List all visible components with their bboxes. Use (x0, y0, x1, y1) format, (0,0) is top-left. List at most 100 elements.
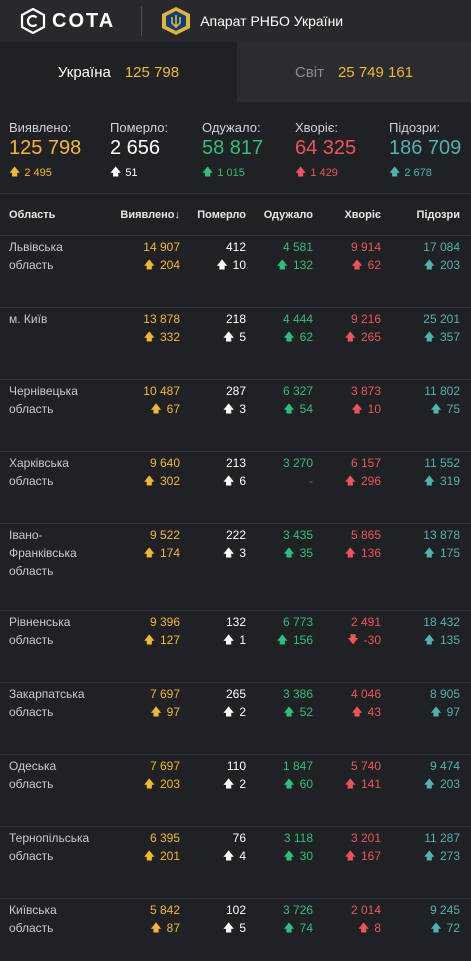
cell-delta: 🡅 97 (381, 703, 460, 721)
header-recovered-label: Одужало (263, 208, 313, 221)
table-cell: 9 245 🡅 72 (381, 899, 460, 961)
cell-value: 8 905 (429, 687, 460, 701)
header-divider (141, 6, 143, 36)
table-cell: 3 435 🡅 35 (246, 524, 313, 610)
header-sick[interactable]: Хворіє (313, 209, 381, 221)
cell-delta: 🡅 2 (180, 775, 246, 793)
cell-delta: 🡅 5 (180, 919, 246, 937)
cell-delta: 🡅 97 (100, 703, 180, 721)
arrow-up-icon: 🡅 (283, 922, 295, 934)
cell-delta-value: 5 (239, 921, 246, 935)
rnbo-link[interactable]: Апарат РНБО України (160, 6, 343, 36)
cell-delta-value: 1 (239, 633, 246, 647)
table-row[interactable]: Чернівецька область 10 487 🡅 67 287 🡅 3 6 327 🡅 5… (0, 380, 471, 452)
cell-delta: 🡅 35 (246, 544, 313, 562)
cell-delta-value: 204 (159, 258, 180, 272)
arrow-up-icon: 🡅 (223, 706, 235, 718)
region-name: Закарпатська область (9, 687, 85, 719)
region-name: Київська область (9, 903, 57, 935)
cell-delta-value: 30 (299, 849, 313, 863)
cell-delta: 🡅 67 (100, 400, 180, 418)
tab-ukraine-value: 125 798 (124, 63, 180, 81)
region-name: Одеська область (9, 759, 57, 791)
cell-value: 9 640 (149, 456, 180, 470)
header-detected[interactable]: Виявлено↓ (100, 209, 180, 221)
arrow-up-icon: 🡅 (202, 166, 214, 178)
header-deaths[interactable]: Померло (180, 209, 246, 221)
cell-delta-value: 4 (239, 849, 246, 863)
header-region[interactable]: Область (0, 209, 100, 221)
arrow-up-icon: 🡅 (223, 778, 235, 790)
summary-deaths: Померло: 2 656 🡅 51 (110, 120, 202, 193)
table-cell: 132 🡅 1 (180, 611, 246, 682)
cell-delta: 🡅 30 (246, 847, 313, 865)
cell-value: 6 395 (149, 831, 180, 845)
table-cell: 14 907 🡅 204 (100, 236, 180, 307)
arrow-up-icon: 🡅 (344, 547, 356, 559)
arrow-up-icon: 🡅 (223, 850, 235, 862)
cell-delta: 🡅 1 (180, 631, 246, 649)
cell-delta-value: 203 (439, 777, 460, 791)
arrow-up-icon: 🡅 (9, 166, 21, 178)
cell-delta-value: 67 (166, 402, 180, 416)
cell-delta: 🡅 2 (180, 703, 246, 721)
table-row[interactable]: Тернопільська область 6 395 🡅 201 76 🡅 4 3 118 🡅… (0, 827, 471, 899)
cell-delta: 🡅 75 (381, 400, 460, 418)
table-cell: 13 878 🡅 332 (100, 308, 180, 379)
header-suspected[interactable]: Підозри (381, 209, 460, 221)
cell-value: 110 (226, 759, 246, 773)
table-cell: 3 270 - (246, 452, 313, 523)
summary-value: 58 817 (202, 137, 264, 159)
table-cell: 213 🡅 6 (180, 452, 246, 523)
summary-detected: Виявлено: 125 798 🡅 2 495 (9, 120, 110, 193)
table-row[interactable]: Харківська область 9 640 🡅 302 213 🡅 6 3 270-6 … (0, 452, 471, 524)
table-cell: 8 905 🡅 97 (381, 683, 460, 754)
arrow-up-icon: 🡅 (423, 547, 435, 559)
cell-value: 213 (225, 456, 246, 470)
cell-value: 3 873 (350, 384, 381, 398)
table-row[interactable]: Рівненська область 9 396 🡅 127 132 🡅 1 6 773 🡅 15… (0, 611, 471, 683)
table-row[interactable]: м. Київ 13 878 🡅 332 218 🡅 5 4 444 🡅 62 9 216 🡅 265 2… (0, 308, 471, 380)
cell-value: 218 (225, 312, 246, 326)
cell-delta-value: 132 (292, 258, 313, 272)
cell-value: 3 726 (282, 903, 313, 917)
cell-delta: 🡅 74 (246, 919, 313, 937)
arrow-up-icon: 🡅 (143, 331, 155, 343)
arrow-up-icon: 🡅 (276, 634, 288, 646)
cell-delta: 🡅 3 (180, 544, 246, 562)
table-cell: 11 552 🡅 319 (381, 452, 460, 523)
header-recovered[interactable]: Одужало (246, 209, 313, 221)
summary-delta-value: 2 495 (24, 166, 52, 179)
arrow-up-icon: 🡅 (143, 778, 155, 790)
cell-delta-value: 203 (439, 258, 460, 272)
arrow-up-icon: 🡅 (150, 922, 162, 934)
table-cell: 6 773 🡅 156 (246, 611, 313, 682)
cell-delta-value: 97 (446, 705, 460, 719)
table-cell: 9 914 🡅 62 (313, 236, 381, 307)
arrow-up-icon: 🡅 (423, 475, 435, 487)
cell-delta-value: 74 (299, 921, 313, 935)
table-cell: 9 216 🡅 265 (313, 308, 381, 379)
tab-world[interactable]: Світ 25 749 161 (237, 42, 471, 102)
table-cell: 13 878 🡅 175 (381, 524, 460, 610)
cota-logo[interactable]: COTA (20, 8, 115, 34)
table-row[interactable]: Львівська область 14 907 🡅 204 412 🡅 10 4 581 🡅 1… (0, 236, 471, 308)
table-row[interactable]: Одеська область 7 697 🡅 203 110 🡅 2 1 847 🡅 60 5 7… (0, 755, 471, 827)
cell-value: 18 432 (423, 615, 460, 629)
arrow-up-icon: 🡅 (276, 259, 288, 271)
cell-delta: 🡅 10 (313, 400, 381, 418)
summary-delta-value: 51 (125, 166, 138, 179)
cell-delta-value: - (309, 474, 313, 488)
arrow-up-icon: 🡅 (430, 922, 442, 934)
table-row[interactable]: Івано-Франківська область 9 522 🡅 174 222 🡅 3 3… (0, 524, 471, 611)
cell-delta: 🡅 136 (313, 544, 381, 562)
cell-value: 2 491 (350, 615, 381, 629)
arrow-up-icon: 🡅 (143, 634, 155, 646)
table-row[interactable]: Закарпатська область 7 697 🡅 97 265 🡅 2 3 386 🡅 5… (0, 683, 471, 755)
cota-logo-icon (20, 8, 46, 34)
cell-delta-value: 10 (367, 402, 381, 416)
tab-ukraine[interactable]: Україна 125 798 (0, 42, 237, 102)
logo-text: COTA (52, 9, 116, 32)
cell-delta-value: 265 (360, 330, 381, 344)
table-row[interactable]: Київська область 5 842 🡅 87 102 🡅 5 3 726 🡅 74 2 0… (0, 899, 471, 961)
